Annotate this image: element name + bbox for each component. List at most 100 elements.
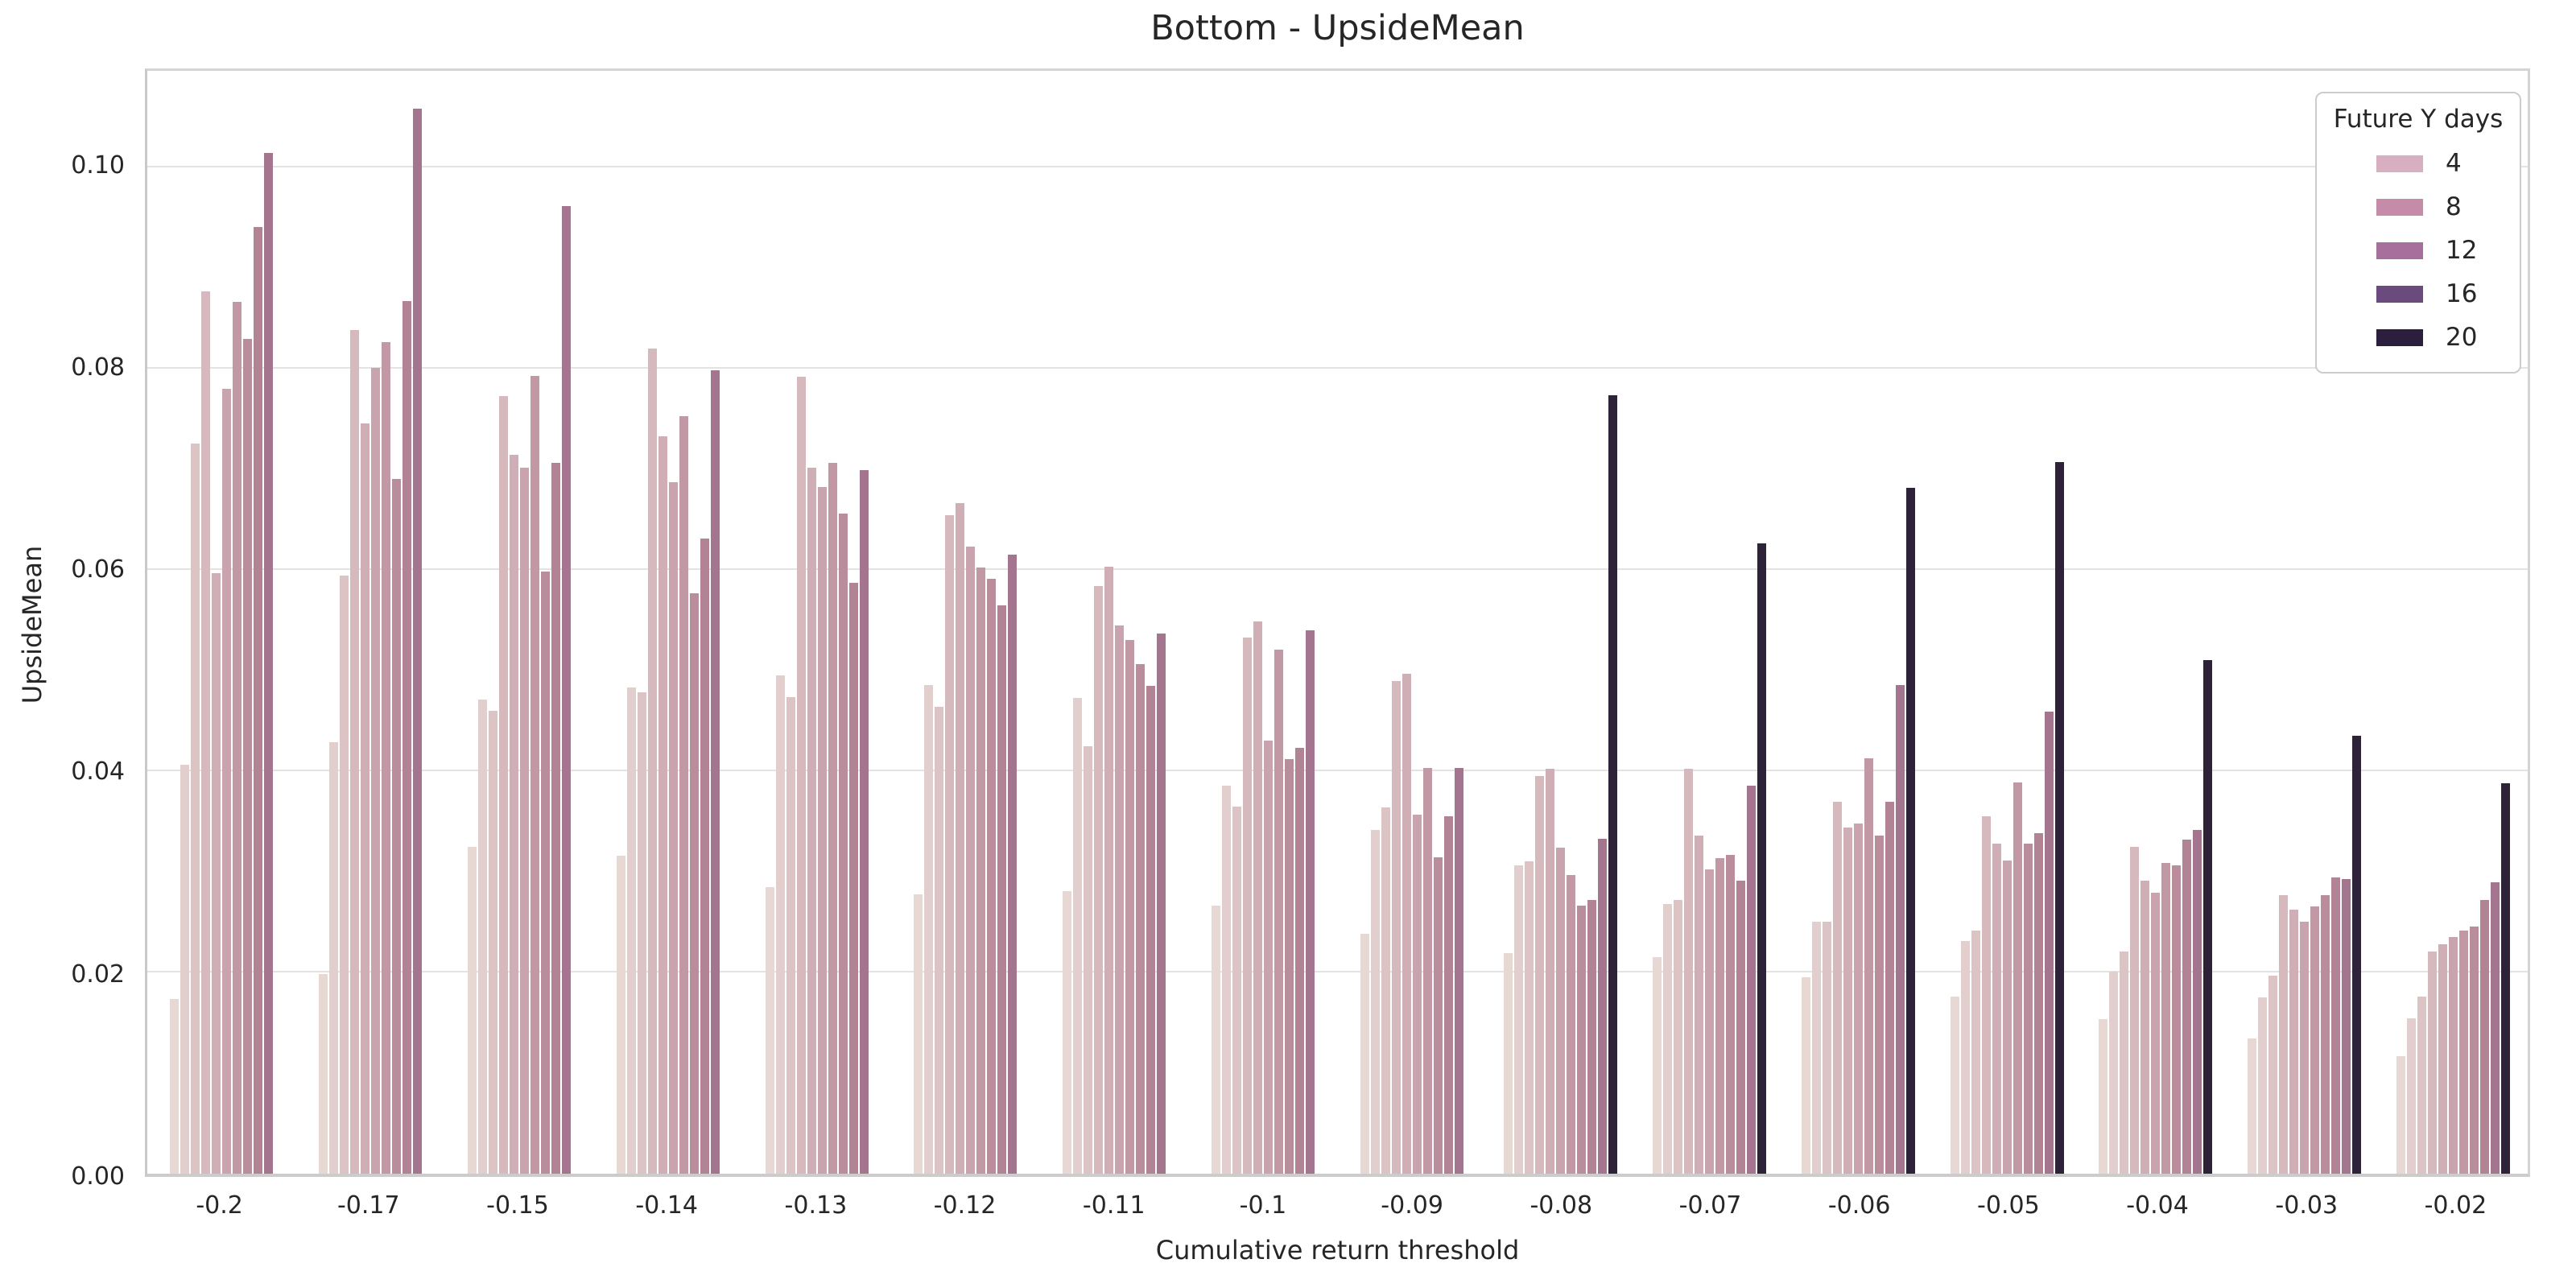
- bar: [1243, 638, 1253, 1174]
- bar: [1663, 904, 1673, 1174]
- bar: [2470, 927, 2479, 1174]
- bar: [1063, 891, 1072, 1174]
- x-tick-label: -0.2: [196, 1191, 243, 1220]
- bar-group: [593, 71, 742, 1174]
- bar: [1535, 776, 1545, 1174]
- bar: [828, 463, 837, 1174]
- bar: [1587, 900, 1597, 1174]
- bar: [2161, 863, 2171, 1174]
- bar: [1008, 555, 1018, 1174]
- bar: [1264, 741, 1274, 1174]
- bar: [935, 707, 944, 1174]
- gridline: [147, 166, 2528, 167]
- bar: [413, 109, 423, 1174]
- bar: [2023, 844, 2033, 1174]
- bar: [689, 593, 699, 1174]
- bar: [2268, 976, 2278, 1174]
- bar: [468, 847, 477, 1174]
- legend-entry: 20: [2317, 316, 2520, 359]
- bar: [551, 463, 561, 1174]
- x-tick-label: -0.05: [1977, 1191, 2040, 1220]
- bar: [2203, 660, 2213, 1174]
- x-tick-label: -0.09: [1381, 1191, 1443, 1220]
- bar: [2140, 881, 2150, 1174]
- bar-group: [1338, 71, 1487, 1174]
- bar: [1874, 836, 1884, 1174]
- bar-group: [2230, 71, 2379, 1174]
- bar: [765, 887, 774, 1174]
- bar: [2417, 997, 2427, 1174]
- bar: [1726, 855, 1736, 1174]
- bar: [1381, 807, 1390, 1174]
- bar: [1981, 816, 1991, 1174]
- bar-group: [742, 71, 891, 1174]
- legend-entry: 4: [2317, 142, 2520, 185]
- bar: [2033, 833, 2043, 1174]
- bar: [616, 856, 625, 1174]
- bar: [1360, 934, 1369, 1174]
- bar: [807, 468, 816, 1174]
- bar: [1885, 802, 1894, 1174]
- bar: [350, 330, 360, 1174]
- bar: [329, 742, 339, 1174]
- bar: [2279, 895, 2289, 1174]
- bar: [170, 999, 180, 1174]
- bar: [1146, 686, 1156, 1174]
- bar: [2054, 462, 2064, 1174]
- bar: [2428, 952, 2438, 1174]
- bar: [180, 765, 190, 1174]
- bar: [956, 503, 965, 1174]
- legend-title: Future Y days: [2333, 105, 2504, 134]
- bar: [945, 515, 955, 1174]
- bar: [1705, 869, 1715, 1174]
- x-tick-label: -0.13: [784, 1191, 848, 1220]
- bar: [562, 206, 572, 1174]
- bar: [1801, 977, 1810, 1174]
- legend-entry-label: 4: [2446, 149, 2462, 178]
- bar: [637, 692, 646, 1174]
- bar: [1971, 931, 1980, 1174]
- bar: [1104, 567, 1114, 1174]
- bar: [1454, 768, 1463, 1174]
- bar: [264, 153, 274, 1174]
- bar: [1125, 640, 1135, 1174]
- bar: [1608, 395, 1618, 1174]
- bar: [2120, 952, 2129, 1174]
- bar-group: [2082, 71, 2231, 1174]
- bar: [1073, 698, 1083, 1174]
- x-tick-label: -0.12: [933, 1191, 997, 1220]
- y-tick-label: 0.02: [71, 960, 125, 989]
- bar: [1577, 906, 1587, 1174]
- bar: [499, 396, 509, 1174]
- bar: [1370, 830, 1380, 1174]
- bar: [914, 894, 923, 1174]
- bar: [2407, 1018, 2417, 1174]
- bar: [2342, 879, 2351, 1174]
- bar: [2396, 1056, 2406, 1174]
- bar: [1864, 758, 1873, 1174]
- x-axis-label: Cumulative return threshold: [1155, 1235, 1520, 1265]
- y-tick-label: 0.04: [71, 758, 125, 786]
- bar: [1853, 824, 1863, 1174]
- bar: [1422, 768, 1432, 1174]
- x-tick-label: -0.11: [1082, 1191, 1146, 1220]
- bar: [371, 368, 381, 1174]
- bar: [1757, 543, 1767, 1174]
- bar-groups: [147, 71, 2528, 1174]
- bar: [838, 514, 848, 1174]
- bar: [541, 572, 551, 1174]
- bar: [647, 349, 657, 1174]
- plot-area: [145, 68, 2530, 1177]
- bar: [796, 377, 806, 1174]
- gridline: [147, 568, 2528, 570]
- bar: [1960, 941, 1970, 1174]
- bar: [2331, 877, 2341, 1174]
- bar: [775, 675, 785, 1174]
- bar: [859, 470, 869, 1174]
- x-tick-label: -0.08: [1530, 1191, 1593, 1220]
- bar: [1598, 839, 1608, 1174]
- bar: [1653, 957, 1662, 1174]
- bar: [1567, 875, 1576, 1174]
- bar-group: [1189, 71, 1338, 1174]
